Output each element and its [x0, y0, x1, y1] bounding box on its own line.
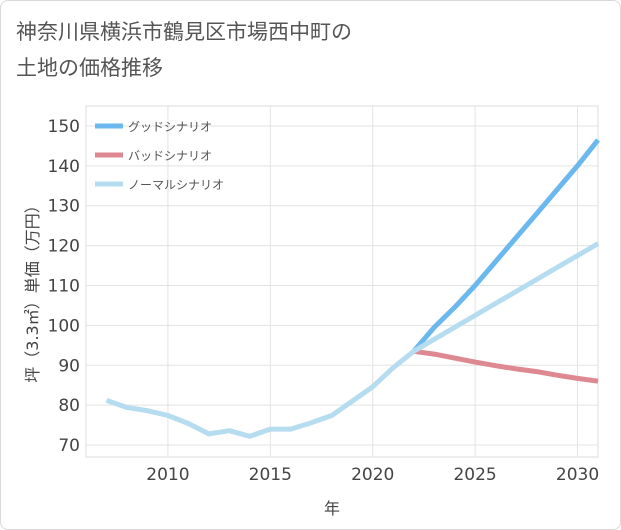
- y-tick-label: 120: [48, 237, 80, 257]
- chart-title-line1: 神奈川県横浜市鶴見区市場西中町の: [16, 20, 352, 44]
- y-axis-label: 坪（3.3㎡）単価（万円）: [23, 197, 42, 382]
- x-tick-label: 2030: [556, 465, 599, 485]
- grid: [85, 105, 599, 458]
- x-tick-label: 2015: [249, 465, 292, 485]
- x-tick-label: 2025: [453, 465, 496, 485]
- legend-label-2: バッドシナリオ: [128, 149, 212, 163]
- series-line-3: [105, 241, 600, 439]
- y-tick-label: 140: [48, 157, 80, 177]
- y-tick-label: 80: [58, 396, 80, 416]
- series-line-1: [411, 138, 600, 353]
- axis-ticks: 70 80 90 100 110 120 130 140 150 2010 2015 2020 2025…: [48, 117, 600, 485]
- series-lines: [105, 138, 600, 439]
- y-tick-label: 70: [58, 436, 80, 456]
- x-tick-label: 2010: [146, 465, 189, 485]
- y-tick-label: 150: [48, 117, 80, 137]
- plot-area: [85, 105, 599, 458]
- y-tick-label: 100: [48, 316, 80, 336]
- chart-title: 神奈川県横浜市鶴見区市場西中町の 土地の価格推移: [16, 14, 576, 86]
- x-tick-label: 2020: [351, 465, 394, 485]
- y-tick-label: 130: [48, 197, 80, 217]
- series-line-2: [413, 348, 599, 384]
- x-axis-label: 年: [324, 499, 340, 518]
- y-tick-label: 110: [48, 276, 80, 296]
- legend-label-3: ノーマルシナリオ: [128, 178, 224, 192]
- y-tick-label: 90: [58, 356, 80, 376]
- chart-title-line2: 土地の価格推移: [16, 56, 163, 80]
- legend-label-1: グッドシナリオ: [128, 120, 212, 134]
